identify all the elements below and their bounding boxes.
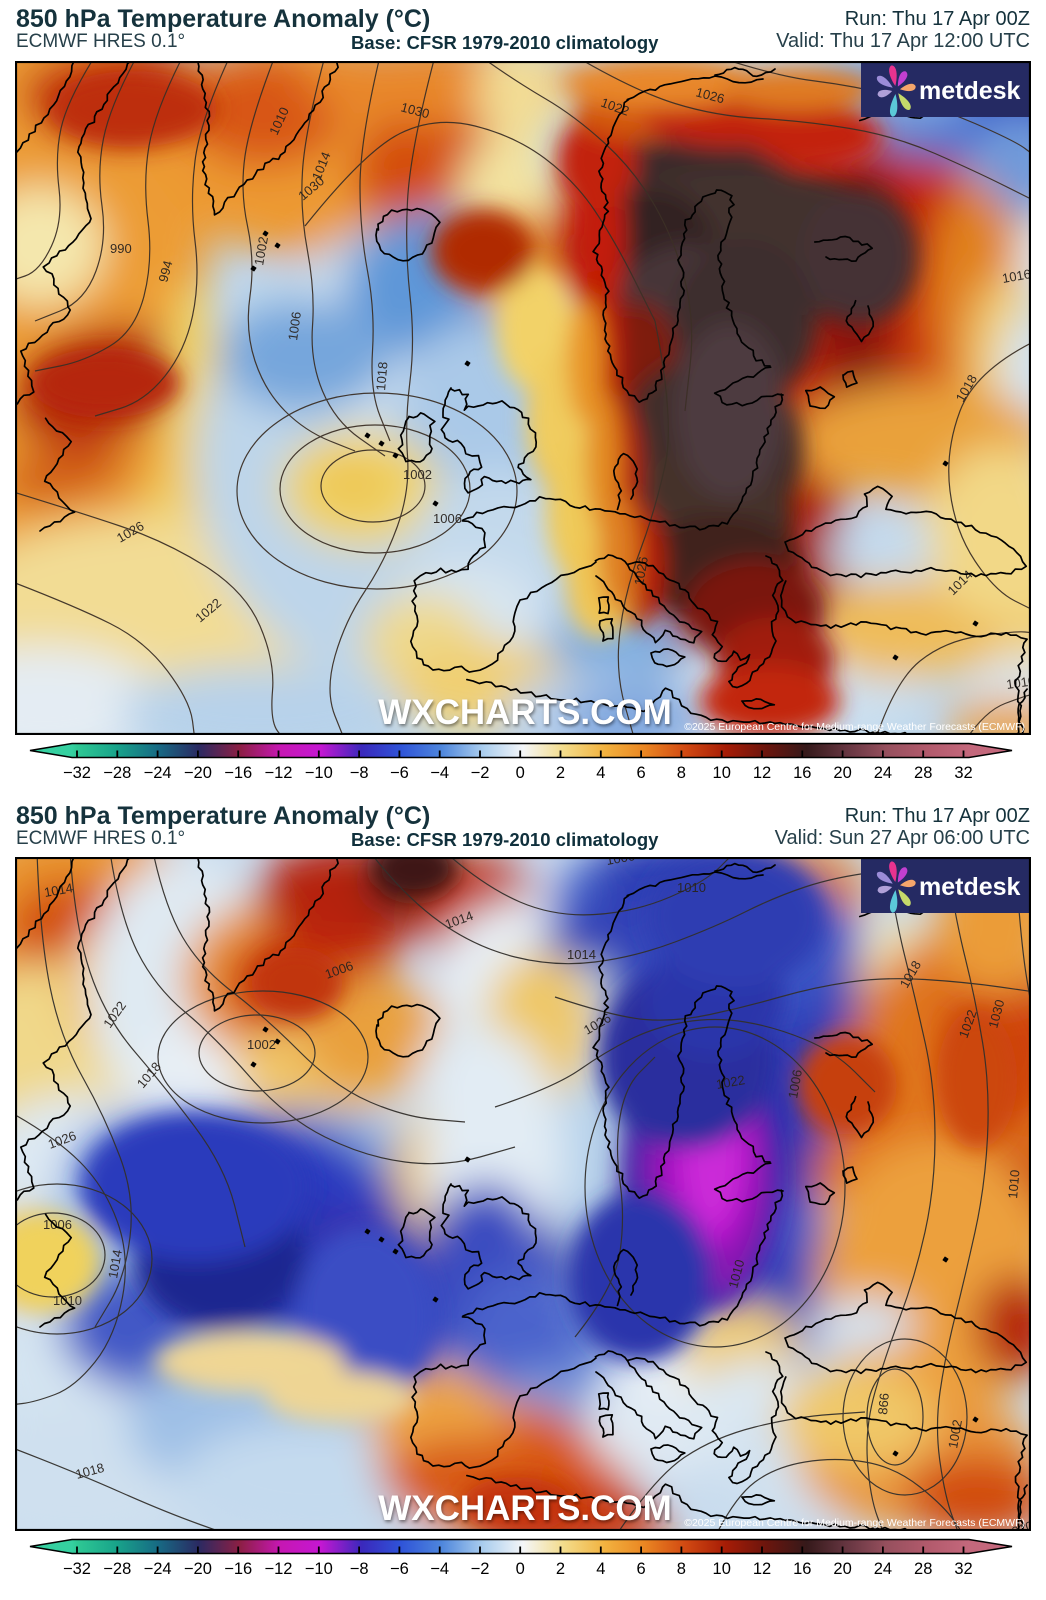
svg-text:WXCHARTS.COM: WXCHARTS.COM (378, 693, 672, 732)
svg-text:−4: −4 (430, 764, 449, 782)
svg-text:0: 0 (516, 1560, 525, 1578)
svg-text:−16: −16 (224, 1560, 252, 1578)
svg-text:1002: 1002 (251, 235, 271, 266)
svg-text:1010: 1010 (1005, 1169, 1022, 1199)
svg-text:−8: −8 (350, 764, 369, 782)
svg-text:12: 12 (753, 764, 771, 782)
svg-text:1030: 1030 (985, 998, 1007, 1030)
svg-text:4: 4 (596, 764, 605, 782)
svg-text:−24: −24 (144, 1560, 172, 1578)
svg-text:28: 28 (914, 1560, 932, 1578)
svg-text:1010: 1010 (677, 880, 706, 895)
svg-text:−2: −2 (471, 764, 490, 782)
svg-text:28: 28 (914, 764, 932, 782)
svg-text:©2025 European Centre for Medi: ©2025 European Centre for Medium-range W… (684, 1517, 1025, 1529)
svg-text:−4: −4 (430, 1560, 449, 1578)
svg-text:metdesk: metdesk (919, 77, 1021, 105)
svg-text:−32: −32 (63, 1560, 91, 1578)
svg-text:1006: 1006 (43, 1217, 72, 1232)
svg-text:1002: 1002 (945, 1418, 965, 1449)
svg-text:994: 994 (155, 259, 175, 284)
svg-text:1006: 1006 (605, 857, 636, 868)
svg-text:1016: 1016 (1001, 266, 1031, 286)
svg-text:−10: −10 (305, 1560, 333, 1578)
svg-text:866: 866 (875, 1392, 892, 1415)
svg-text:1014: 1014 (567, 947, 596, 962)
svg-text:1002: 1002 (247, 1037, 276, 1052)
svg-text:−6: −6 (390, 1560, 409, 1578)
svg-text:−16: −16 (224, 764, 252, 782)
svg-text:−28: −28 (103, 764, 131, 782)
svg-text:1010: 1010 (1005, 673, 1031, 692)
svg-text:©2025 European Centre for Medi: ©2025 European Centre for Medium-range W… (684, 721, 1025, 733)
svg-text:1026: 1026 (694, 84, 726, 106)
svg-text:32: 32 (954, 1560, 972, 1578)
svg-text:−10: −10 (305, 764, 333, 782)
svg-text:16: 16 (793, 764, 811, 782)
svg-text:1002: 1002 (403, 467, 432, 482)
svg-text:1030: 1030 (399, 99, 431, 121)
svg-text:24: 24 (874, 1560, 892, 1578)
svg-text:−2: −2 (471, 1560, 490, 1578)
svg-text:8: 8 (677, 764, 686, 782)
svg-text:1006: 1006 (433, 511, 462, 526)
svg-text:16: 16 (793, 1560, 811, 1578)
svg-text:4: 4 (596, 1560, 605, 1578)
svg-text:1018: 1018 (373, 361, 390, 391)
svg-text:10: 10 (713, 1560, 731, 1578)
svg-text:2: 2 (556, 764, 565, 782)
svg-text:1006: 1006 (785, 1068, 805, 1099)
svg-text:1006: 1006 (285, 311, 304, 342)
svg-text:−20: −20 (184, 764, 212, 782)
svg-text:−32: −32 (63, 764, 91, 782)
svg-text:6: 6 (637, 764, 646, 782)
svg-text:−12: −12 (265, 1560, 293, 1578)
svg-text:−28: −28 (103, 1560, 131, 1578)
svg-text:10: 10 (713, 764, 731, 782)
svg-text:990: 990 (110, 241, 132, 256)
svg-text:−8: −8 (350, 1560, 369, 1578)
svg-text:1014: 1014 (105, 1248, 125, 1279)
svg-text:32: 32 (954, 764, 972, 782)
svg-text:−6: −6 (390, 764, 409, 782)
svg-text:metdesk: metdesk (919, 873, 1021, 901)
svg-text:−20: −20 (184, 1560, 212, 1578)
svg-text:6: 6 (637, 1560, 646, 1578)
svg-text:WXCHARTS.COM: WXCHARTS.COM (378, 1489, 672, 1528)
svg-text:24: 24 (874, 764, 892, 782)
svg-text:8: 8 (677, 1560, 686, 1578)
svg-text:12: 12 (753, 1560, 771, 1578)
svg-text:1018: 1018 (74, 1460, 106, 1482)
svg-text:0: 0 (516, 764, 525, 782)
svg-text:20: 20 (833, 764, 851, 782)
svg-text:−12: −12 (265, 764, 293, 782)
svg-text:1010: 1010 (53, 1293, 82, 1308)
svg-text:−24: −24 (144, 764, 172, 782)
svg-text:1010: 1010 (725, 1258, 747, 1290)
svg-text:2: 2 (556, 1560, 565, 1578)
svg-text:20: 20 (833, 1560, 851, 1578)
